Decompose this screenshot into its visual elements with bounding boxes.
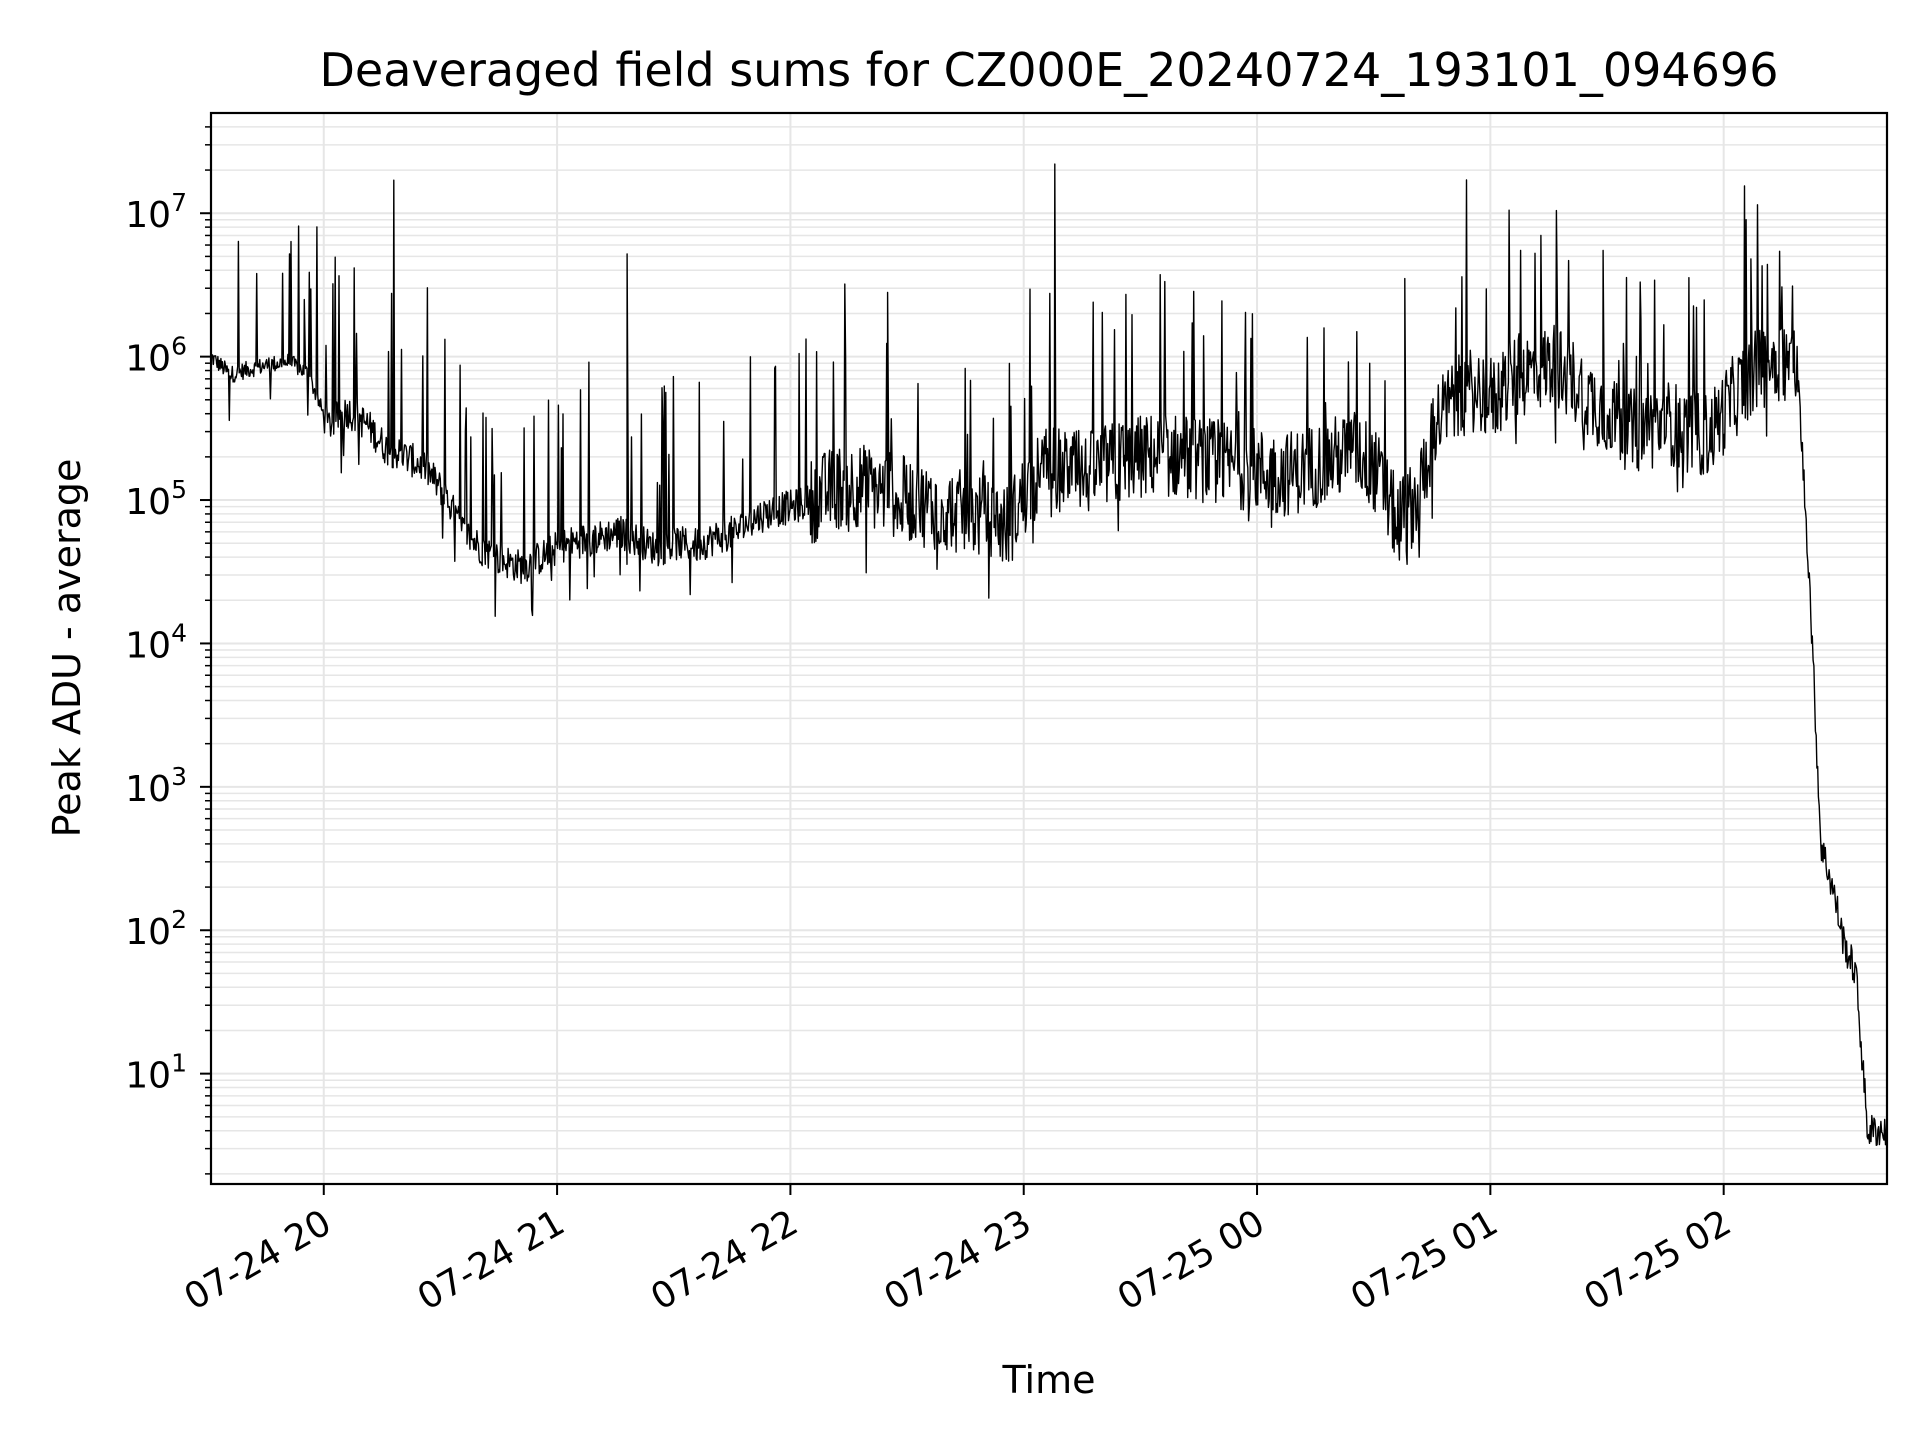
y-tick-label: 101 <box>125 1049 187 1097</box>
line-layer <box>210 163 1888 1146</box>
y-tick-label: 103 <box>125 762 187 810</box>
plot-frame <box>209 111 1889 1186</box>
y-tick-label: 106 <box>125 332 187 380</box>
grid-layer <box>211 113 1887 1184</box>
series-line <box>210 163 1888 1146</box>
chart-title: Deaveraged field sums for CZ000E_2024072… <box>320 43 1779 97</box>
y-axis-label: Peak ADU - average <box>45 459 89 838</box>
y-tick-label: 107 <box>125 188 187 236</box>
y-tick-label: 104 <box>125 618 187 666</box>
y-tick-label: 105 <box>125 475 187 523</box>
x-axis-label: Time <box>1002 1358 1096 1402</box>
y-tick-label: 102 <box>125 905 187 953</box>
